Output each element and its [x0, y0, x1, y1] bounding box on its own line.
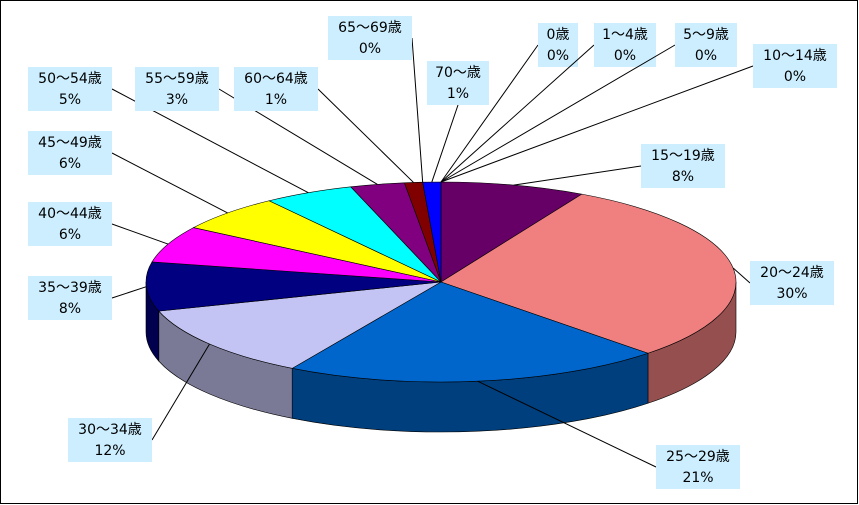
- value-label: 1%: [265, 92, 287, 108]
- value-label: 6%: [59, 227, 81, 243]
- leader-line: [111, 152, 228, 214]
- label-box: [135, 67, 219, 111]
- label-box: [234, 67, 318, 111]
- value-label: 0%: [614, 48, 636, 64]
- category-label: 45～49歳: [38, 135, 102, 151]
- value-label: 8%: [59, 301, 81, 317]
- category-label: 20～24歳: [760, 265, 824, 281]
- leader-line: [317, 88, 414, 183]
- leader-line: [151, 343, 210, 441]
- category-label: 0歳: [547, 27, 570, 43]
- value-label: 0%: [359, 41, 381, 57]
- label-box: [750, 261, 834, 305]
- leader-line: [513, 165, 642, 186]
- value-label: 5%: [59, 92, 81, 108]
- category-label: 10～14歳: [763, 48, 827, 64]
- category-label: 70～歳: [435, 65, 481, 81]
- category-label: 5～9歳: [683, 27, 729, 43]
- value-label: 6%: [59, 156, 81, 172]
- slice: [145, 261, 442, 312]
- leader-line: [440, 44, 539, 183]
- slice: [440, 181, 583, 283]
- value-label: 3%: [166, 92, 188, 108]
- value-label: 0%: [547, 48, 569, 64]
- leader-line: [440, 44, 595, 183]
- leader-line: [732, 267, 751, 284]
- slice: [440, 193, 737, 354]
- leader-line: [477, 380, 657, 468]
- label-box: [641, 144, 725, 188]
- leader-line: [411, 37, 424, 183]
- value-label: 21%: [682, 470, 713, 486]
- leader-line: [111, 223, 169, 245]
- slice: [291, 281, 649, 383]
- label-box: [538, 23, 578, 67]
- category-label: 65～69歳: [338, 20, 402, 36]
- value-label: 1%: [447, 86, 469, 102]
- leader-line: [440, 44, 676, 183]
- label-box: [28, 202, 112, 246]
- label-box: [675, 23, 737, 67]
- label-box: [28, 276, 112, 320]
- category-label: 40～44歳: [38, 206, 102, 222]
- value-label: 0%: [695, 48, 717, 64]
- category-label: 60～64歳: [244, 71, 308, 87]
- leader-line: [440, 65, 754, 183]
- category-label: 25～29歳: [666, 449, 730, 465]
- label-box: [656, 445, 740, 489]
- label-box: [753, 44, 837, 88]
- label-box: [28, 131, 112, 175]
- label-box: [427, 61, 489, 105]
- label-box: [328, 16, 412, 60]
- value-label: 0%: [784, 69, 806, 85]
- category-label: 35～39歳: [38, 280, 102, 296]
- leader-line: [111, 286, 147, 299]
- category-label: 1～4歳: [602, 27, 648, 43]
- category-label: 50～54歳: [38, 71, 102, 87]
- value-label: 8%: [672, 169, 694, 185]
- category-label: 30～34歳: [78, 422, 142, 438]
- label-box: [594, 23, 656, 67]
- value-label: 30%: [776, 286, 807, 302]
- label-box: [28, 67, 112, 111]
- leader-line: [431, 104, 459, 183]
- category-label: 55～59歳: [145, 71, 209, 87]
- slice: [158, 281, 442, 369]
- category-label: 15～19歳: [651, 148, 715, 164]
- value-label: 12%: [94, 443, 125, 459]
- label-box: [68, 418, 152, 462]
